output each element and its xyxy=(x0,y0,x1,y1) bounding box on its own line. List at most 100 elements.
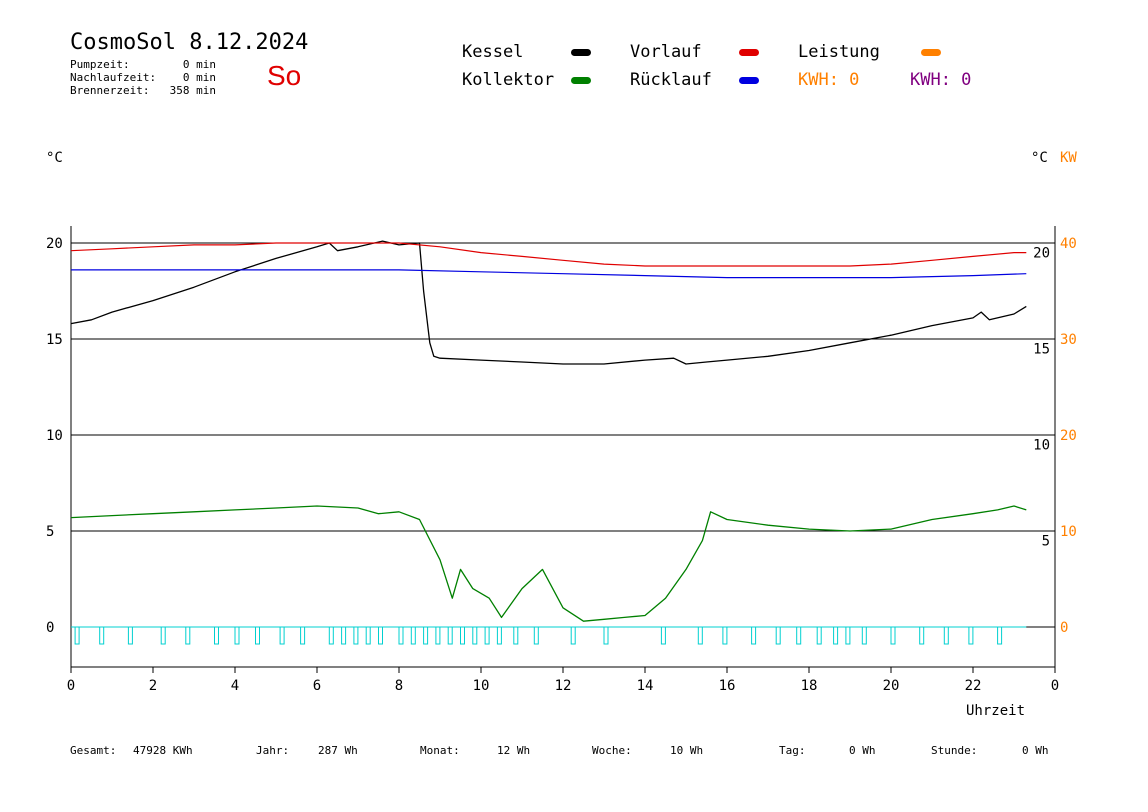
pump-pulse xyxy=(861,626,867,645)
pumpzeit-label: Pumpzeit: xyxy=(70,58,130,71)
x-tick-label: 6 xyxy=(313,678,321,694)
pump-pulse xyxy=(751,626,757,645)
pump-pulse xyxy=(234,626,240,645)
left-axis-unit: °C xyxy=(46,150,63,166)
pump-pulse xyxy=(796,626,802,645)
legend-kessel-label: Kessel xyxy=(462,42,524,62)
legend-kollektor-label: Kollektor xyxy=(462,70,555,90)
brennerzeit-value: 358 min xyxy=(169,84,216,97)
pump-pulse xyxy=(968,626,974,645)
right-axis-unit: °C xyxy=(1031,150,1048,166)
pump-pulse xyxy=(398,626,404,645)
chart-title: CosmoSol 8.12.2024 xyxy=(70,30,309,55)
y-left-tick-label: 10 xyxy=(46,428,63,444)
x-tick-label: 8 xyxy=(395,678,403,694)
y-right-kw-tick-label: 40 xyxy=(1060,236,1077,252)
legend-leistung-label: Leistung xyxy=(798,42,880,62)
y-right-c-tick-label: 5 xyxy=(1042,534,1050,550)
legend-kessel-swatch xyxy=(571,49,591,56)
pump-pulse xyxy=(99,626,105,645)
pump-pulse xyxy=(496,626,502,645)
series-kollektor-line xyxy=(70,505,1027,622)
pump-pulse xyxy=(845,626,851,645)
pump-pulse xyxy=(570,626,576,645)
pump-pulse xyxy=(722,626,728,645)
pump-pulse xyxy=(435,626,441,645)
y-right-c-tick-label: 15 xyxy=(1033,342,1050,358)
pump-pulse xyxy=(365,626,371,645)
pump-pulse xyxy=(185,626,191,645)
footer-gesamt-label: Gesamt: xyxy=(70,744,117,757)
pump-pulse xyxy=(943,626,949,645)
kwh-total-value: KWH: 0 xyxy=(910,70,972,90)
pump-pulse xyxy=(890,626,896,645)
x-tick-label: 4 xyxy=(231,678,239,694)
kwh-leistung-value: KWH: 0 xyxy=(798,70,860,90)
kw-axis-unit: KW xyxy=(1060,150,1077,166)
legend-ruecklauf-swatch xyxy=(739,77,759,84)
pump-pulse xyxy=(341,626,347,645)
pump-pulse xyxy=(447,626,453,645)
pump-pulse xyxy=(660,626,666,645)
y-right-kw-tick-label: 20 xyxy=(1060,428,1077,444)
footer-jahr-value: 287 Wh xyxy=(318,744,358,757)
nachlaufzeit-value: 0 min xyxy=(182,71,216,84)
x-tick-label: 12 xyxy=(555,678,572,694)
y-left-tick-label: 5 xyxy=(46,524,54,540)
pumpzeit-value: 0 min xyxy=(182,58,216,71)
x-tick-label: 2 xyxy=(149,678,157,694)
x-tick-label: 22 xyxy=(965,678,982,694)
pump-pulse xyxy=(378,626,383,645)
footer-monat-value: 12 Wh xyxy=(497,744,531,757)
pump-pulse xyxy=(410,626,416,645)
series-kessel-line xyxy=(70,240,1027,365)
y-left-tick-label: 15 xyxy=(46,332,63,348)
pump-pulse xyxy=(279,626,285,645)
pump-pulse xyxy=(127,626,133,645)
pump-pulse xyxy=(300,626,306,645)
legend-leistung-swatch xyxy=(921,49,941,56)
pump-pulse xyxy=(484,626,490,645)
x-tick-label: 0 xyxy=(1051,678,1059,694)
pump-pulse xyxy=(328,626,334,645)
x-tick-label: 18 xyxy=(801,678,818,694)
footer-gesamt-value: 47928 KWh xyxy=(133,744,193,757)
pump-pulse xyxy=(997,626,1003,645)
weekday-label: So xyxy=(267,60,302,91)
footer-monat-label: Monat: xyxy=(420,744,460,757)
pump-pulse xyxy=(833,626,839,645)
y-left-tick-label: 20 xyxy=(46,236,63,252)
x-tick-label: 20 xyxy=(883,678,900,694)
x-tick-label: 0 xyxy=(67,678,75,694)
pump-pulse xyxy=(255,626,260,645)
legend-kollektor-swatch xyxy=(571,77,591,84)
legend-vorlauf-label: Vorlauf xyxy=(630,42,702,62)
pump-pulse xyxy=(697,626,703,645)
pump-pulse xyxy=(533,626,539,645)
x-axis-label: Uhrzeit xyxy=(966,703,1025,719)
pump-pulse xyxy=(460,626,465,645)
pump-pulse xyxy=(816,626,822,645)
pump-pulse xyxy=(919,626,925,645)
y-right-c-tick-label: 10 xyxy=(1033,438,1050,454)
pump-pulse xyxy=(74,626,80,645)
x-tick-label: 14 xyxy=(637,678,654,694)
footer-woche-label: Woche: xyxy=(592,744,632,757)
y-right-kw-tick-label: 30 xyxy=(1060,332,1077,348)
pump-pulse xyxy=(214,626,219,645)
pump-pulse xyxy=(160,626,166,645)
nachlaufzeit-label: Nachlaufzeit: xyxy=(70,71,157,84)
x-tick-label: 10 xyxy=(473,678,490,694)
series-vorlauf-line xyxy=(70,242,1027,267)
brennerzeit-label: Brennerzeit: xyxy=(70,84,150,97)
series-ruecklauf-line xyxy=(71,269,1027,279)
y-right-kw-tick-label: 0 xyxy=(1060,620,1068,636)
footer-jahr-label: Jahr: xyxy=(256,744,290,757)
legend-vorlauf-swatch xyxy=(739,49,759,56)
footer-woche-value: 10 Wh xyxy=(670,744,704,757)
footer-stunde-label: Stunde: xyxy=(931,744,978,757)
y-right-kw-tick-label: 10 xyxy=(1060,524,1077,540)
pump-pulse xyxy=(423,626,429,645)
pump-pulse xyxy=(472,626,478,645)
